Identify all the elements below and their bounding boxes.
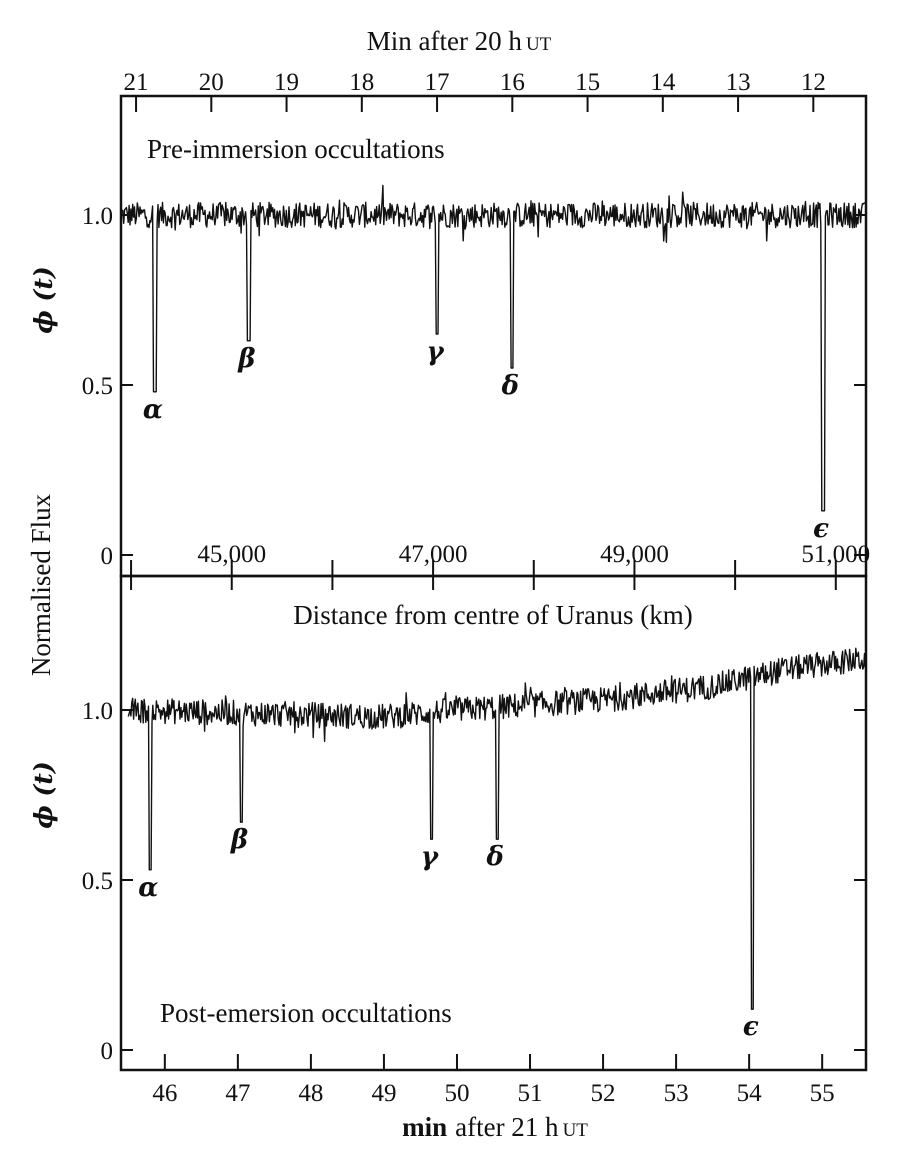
top-y-axis-title: ϕ (t) <box>29 266 58 333</box>
bottom-ytick-label-0: 0 <box>101 1038 114 1065</box>
top-ring-label-ϵ: ϵ <box>813 514 829 544</box>
bottom-tick-label-55: 55 <box>810 1080 835 1107</box>
bottom-ring-label-α: α <box>138 873 158 903</box>
top-tick-label-18: 18 <box>349 69 374 96</box>
bottom-tick-label-50: 50 <box>444 1080 469 1107</box>
bottom-ring-label-δ: δ <box>485 842 503 872</box>
top-tick-label-14: 14 <box>650 69 676 96</box>
top-ytick-label-1: 1.0 <box>82 203 113 230</box>
bottom-ring-label-γ: γ <box>421 842 440 872</box>
bottom-ring-label-β: β <box>230 825 248 855</box>
distance-tick-label-45000: 45,000 <box>197 541 266 568</box>
distance-tick-label-47000: 47,000 <box>399 541 468 568</box>
bottom-ytick-label-1: 1.0 <box>82 698 113 725</box>
distance-tick-label-49000: 49,000 <box>600 541 669 568</box>
bottom-panel-frame <box>119 574 868 1072</box>
top-ring-label-β: β <box>237 344 255 374</box>
top-tick-label-19: 19 <box>274 69 299 96</box>
top-axis-title: Min after 20 h UT <box>367 26 552 56</box>
top-ring-label-δ: δ <box>501 371 519 401</box>
top-tick-label-20: 20 <box>199 69 224 96</box>
pre-immersion-annotation: Pre-immersion occultations <box>147 134 445 164</box>
bottom-axis-ticks: 46 47 48 49 50 51 52 53 54 55 <box>152 1054 835 1107</box>
top-tick-label-16: 16 <box>500 69 525 96</box>
top-panel-frame <box>119 94 868 578</box>
top-y-axis-ticks: 0 0.5 1.0 <box>82 203 866 570</box>
top-tick-label-17: 17 <box>425 69 450 96</box>
bottom-y-axis-ticks: 0 0.5 1.0 <box>82 698 866 1065</box>
top-tick-label-15: 15 <box>575 69 600 96</box>
top-ring-label-α: α <box>143 395 163 425</box>
top-tick-label-12: 12 <box>801 69 826 96</box>
top-axis-ticks: 21 20 19 18 17 16 15 14 13 12 <box>124 69 826 112</box>
top-ytick-label-0: 0 <box>101 543 114 570</box>
top-tick-label-13: 13 <box>726 69 751 96</box>
distance-axis-title: Distance from centre of Uranus (km) <box>293 600 693 630</box>
shared-y-axis-title: Normalised Flux <box>26 493 56 676</box>
bottom-axis-title: min after 21 h UT <box>402 1112 588 1142</box>
bottom-ring-label-ϵ: ϵ <box>743 1012 759 1042</box>
top-ring-labels: α β γ δ ϵ <box>143 337 829 544</box>
bottom-tick-label-54: 54 <box>737 1080 763 1107</box>
top-ring-label-γ: γ <box>426 337 445 367</box>
top-ytick-label-0.5: 0.5 <box>82 373 113 400</box>
distance-axis-ticks: 45,000 47,000 49,000 51,000 <box>130 541 870 590</box>
bottom-tick-label-53: 53 <box>664 1080 689 1107</box>
post-emersion-annotation: Post-emersion occultations <box>160 998 452 1028</box>
bottom-tick-label-51: 51 <box>518 1080 543 1107</box>
bottom-ytick-label-0.5: 0.5 <box>82 868 113 895</box>
top-tick-label-21: 21 <box>124 69 149 96</box>
bottom-tick-label-48: 48 <box>298 1080 323 1107</box>
pre-immersion-flux-trace <box>120 184 866 512</box>
bottom-tick-label-52: 52 <box>591 1080 616 1107</box>
bottom-ring-labels: α β γ δ ϵ <box>138 825 759 1042</box>
bottom-tick-label-46: 46 <box>152 1080 177 1107</box>
bottom-tick-label-49: 49 <box>371 1080 396 1107</box>
post-emersion-flux-trace <box>127 647 867 1010</box>
bottom-tick-label-47: 47 <box>225 1080 250 1107</box>
bottom-y-axis-title: ϕ (t) <box>29 761 58 828</box>
